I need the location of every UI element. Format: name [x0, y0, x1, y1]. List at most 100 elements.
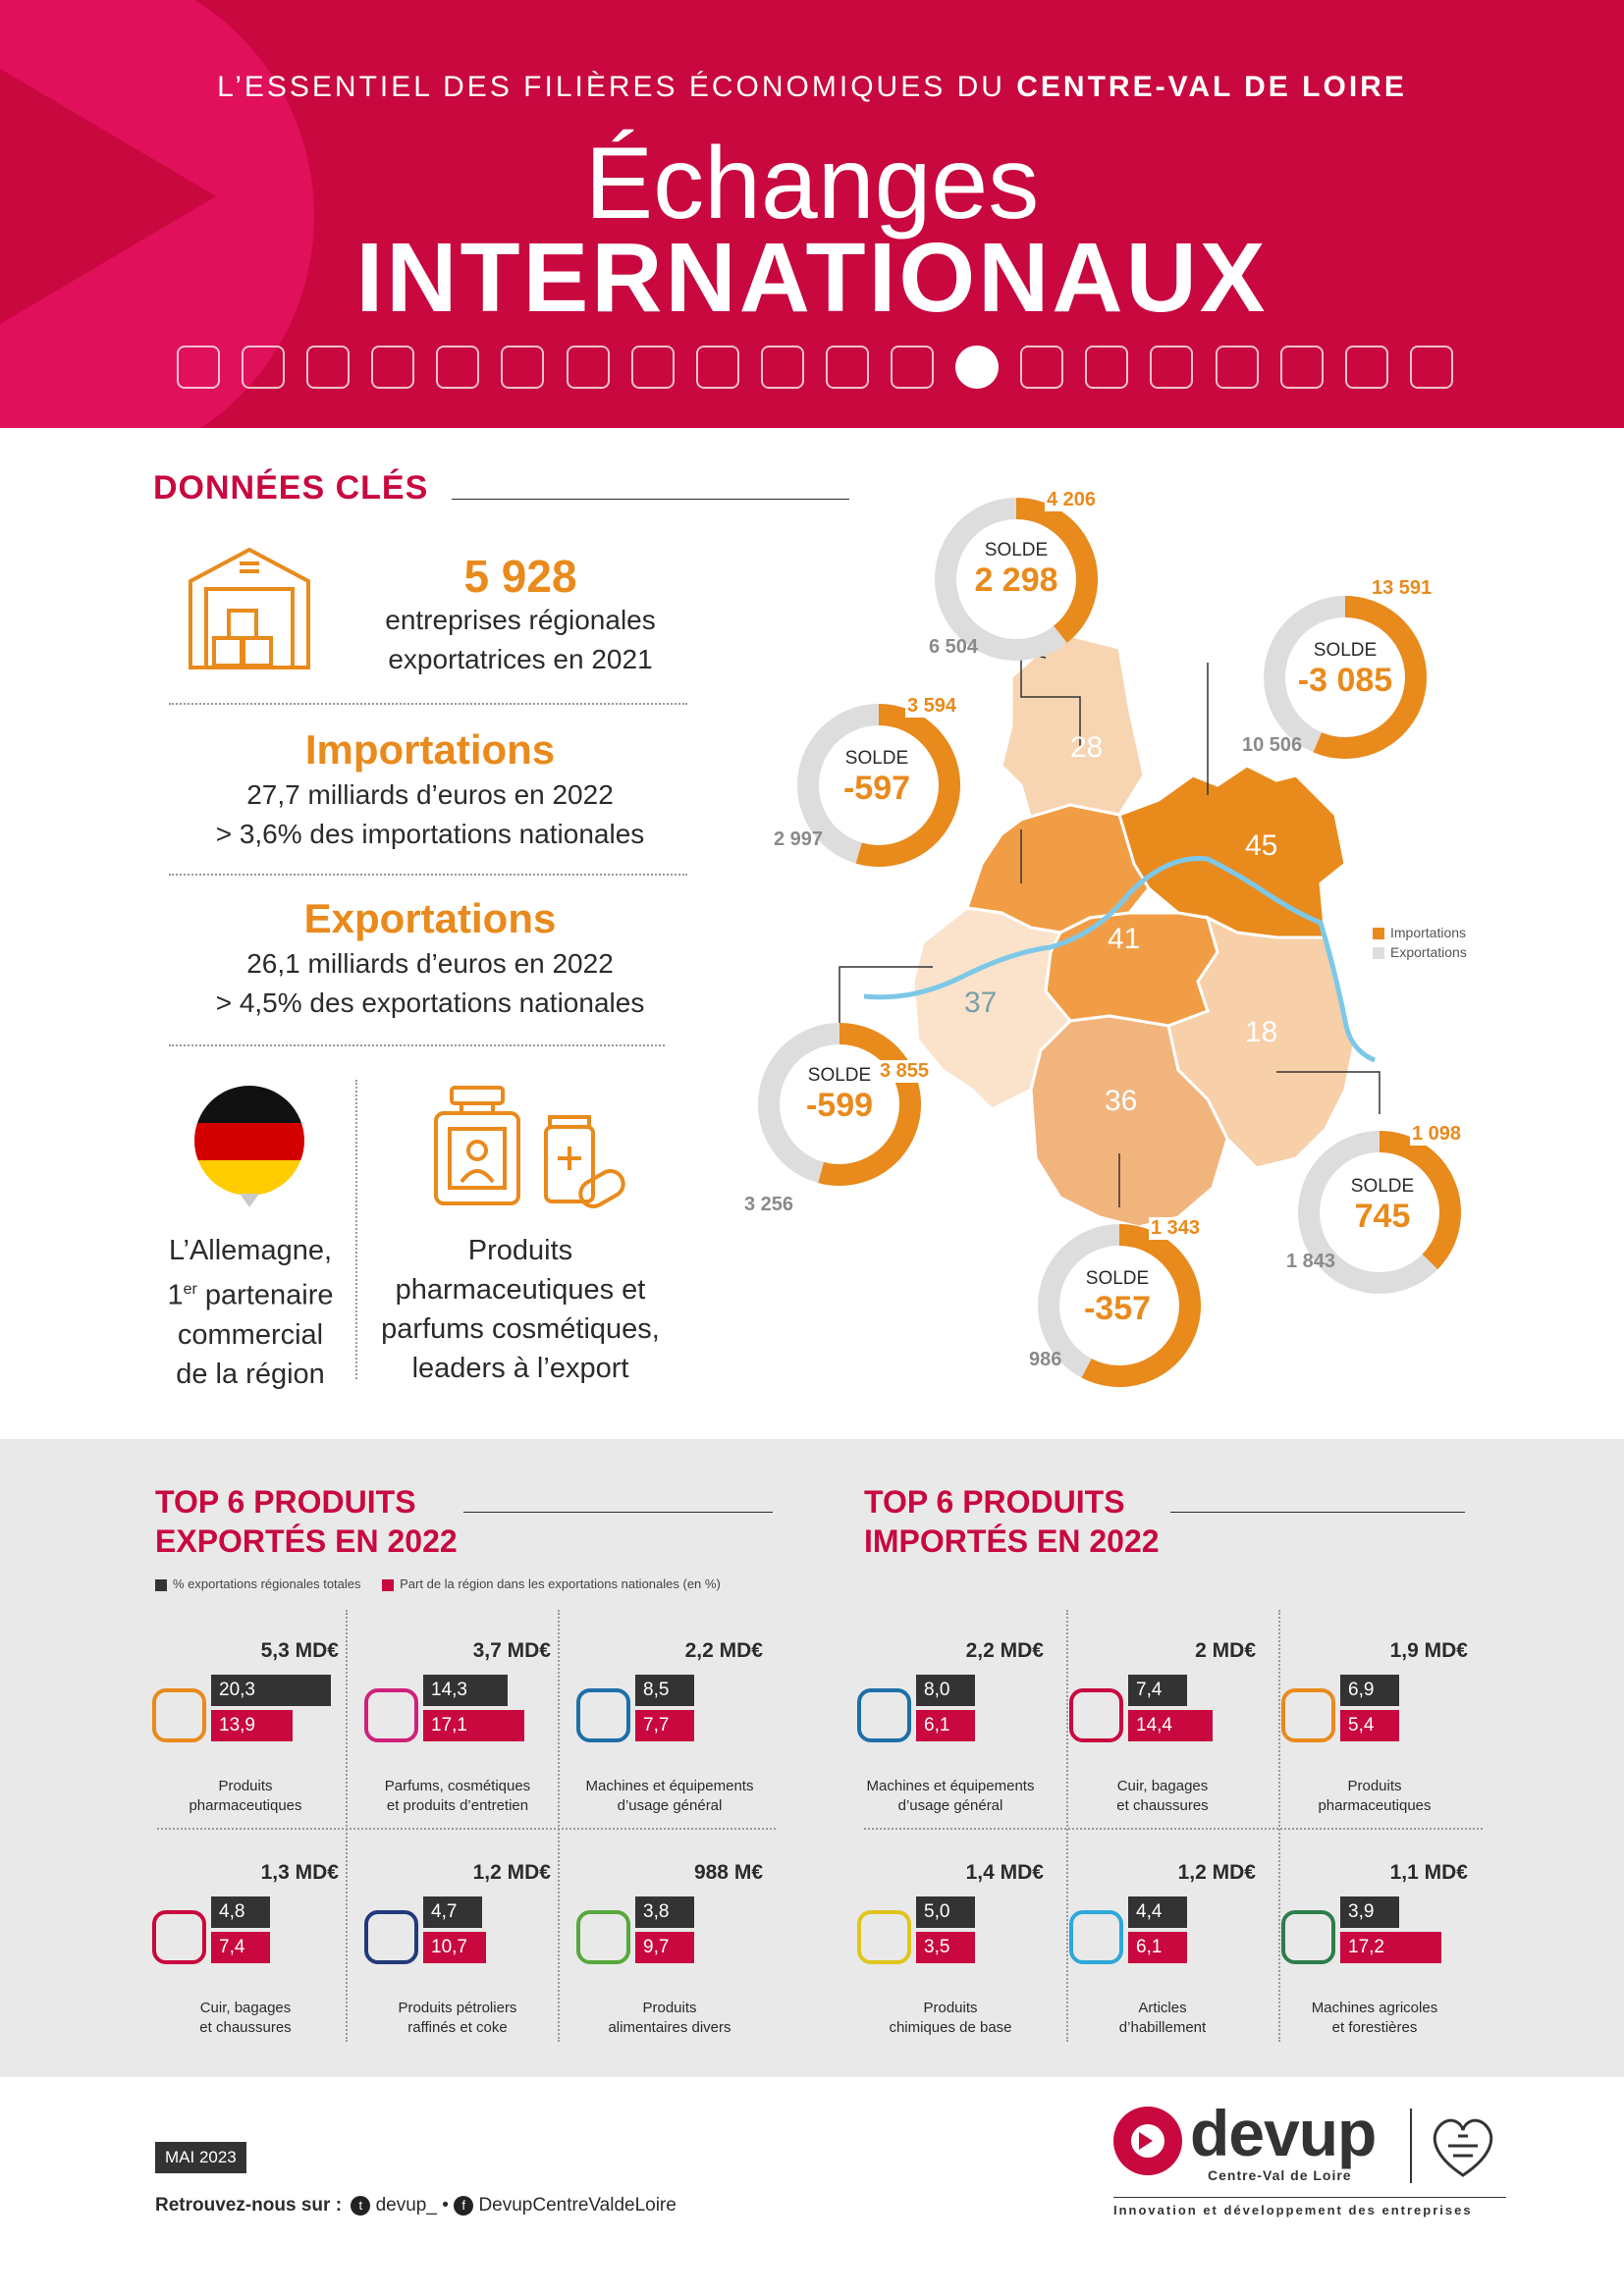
- product-label: Parfums, cosmétiques et produits d’entret…: [359, 1777, 556, 1816]
- product-label-line1: Cuir, bagages: [199, 2000, 292, 2016]
- pharma-line1: Produits: [467, 1235, 573, 1266]
- germany-rank: 1: [167, 1279, 184, 1311]
- card-separator: [1278, 1610, 1280, 2042]
- social-separator: •: [442, 2195, 449, 2216]
- product-label: Produits pétroliers raffinés et coke: [359, 1999, 556, 2038]
- solde-label: SOLDE: [984, 540, 1049, 561]
- bar-share-regional: 8,0: [916, 1675, 975, 1706]
- product-amount: 1,2 MD€: [472, 1861, 551, 1884]
- imports-37: 3 855: [878, 1060, 932, 1083]
- devup-logo-sub: Centre-Val de Loire: [1208, 2167, 1352, 2183]
- divider: [169, 874, 687, 876]
- product-label-line2: raffinés et coke: [407, 2019, 508, 2036]
- product-label: Cuir, bagages et chaussures: [1064, 1777, 1261, 1816]
- bar-share-regional: 4,7: [423, 1896, 482, 1928]
- bar-share-national: 7,4: [211, 1932, 270, 1963]
- bar-share-regional: 8,5: [635, 1675, 694, 1706]
- donut-36-center: SOLDE -357: [1054, 1268, 1181, 1328]
- exports-line1: 26,1 milliards d’euros en 2022: [246, 948, 614, 979]
- chip-icon: [242, 346, 286, 389]
- product-amount: 1,9 MD€: [1389, 1639, 1468, 1662]
- card-separator: [1066, 1610, 1068, 2042]
- tshirt-icon: [1069, 1910, 1123, 1964]
- legend-exports-swatch: [1373, 947, 1384, 960]
- product-amount: 1,3 MD€: [260, 1861, 339, 1884]
- product-amount: 1,4 MD€: [965, 1861, 1044, 1884]
- donuts-layer: [758, 498, 1461, 1387]
- twitter-icon: t: [351, 2195, 371, 2216]
- solde-value-36: -357: [1083, 1290, 1152, 1327]
- product-label-line2: chimiques de base: [889, 2019, 1012, 2036]
- bar-share-regional: 6,9: [1340, 1675, 1399, 1706]
- pharma-line3: parfums cosmétiques,: [381, 1313, 660, 1345]
- row-separator: [157, 1828, 776, 1830]
- germany-text: L’Allemagne, 1er partenaire commercial d…: [147, 1231, 353, 1394]
- tractor-icon: [1281, 1910, 1335, 1964]
- film-reel-icon: [1279, 346, 1324, 389]
- exports-title-line1: TOP 6 PRODUITS: [155, 1484, 416, 1520]
- legend-red-swatch: [382, 1578, 395, 1591]
- airplane-icon: [1150, 346, 1194, 389]
- product-label-line1: Machines agricoles: [1311, 2000, 1438, 2016]
- germany-line4: de la région: [176, 1358, 325, 1390]
- bar-share-national: 10,7: [423, 1932, 487, 1963]
- donut-41-center: SOLDE -597: [813, 748, 941, 808]
- exports-line2: > 4,5% des exportations nationales: [215, 988, 645, 1018]
- imports-title: Importations: [304, 726, 556, 773]
- imports-top-title: TOP 6 PRODUITS IMPORTÉS EN 2022: [864, 1482, 1160, 1561]
- page-title-line2: INTERNATIONAUX: [355, 223, 1269, 333]
- germany-line3: commercial: [177, 1318, 324, 1351]
- dept-code-37: 37: [964, 987, 998, 1019]
- solde-label: SOLDE: [844, 748, 909, 769]
- exports-28: 6 504: [929, 636, 979, 658]
- bars-legend: % exportations régionales totales Part d…: [155, 1576, 721, 1591]
- bar-share-regional: 14,3: [423, 1675, 508, 1706]
- tools-icon: [576, 1688, 630, 1742]
- products-section: [0, 1439, 1624, 2077]
- bar-share-regional: 20,3: [211, 1675, 331, 1706]
- facebook-icon: f: [454, 2195, 474, 2216]
- pills-icon: [1281, 1688, 1335, 1742]
- germany-line1: L’Allemagne,: [168, 1235, 333, 1266]
- product-amount: 2,2 MD€: [965, 1639, 1044, 1662]
- twitter-link[interactable]: devup_: [375, 2195, 437, 2216]
- solde-value-45: -3 085: [1297, 662, 1393, 699]
- donut-45-center: SOLDE -3 085: [1281, 640, 1409, 700]
- product-card: 1,9 MD€ 6,9 5,4 Produits pharmaceutiques: [1276, 1639, 1473, 1826]
- divider: [169, 1044, 665, 1046]
- perfume-icon: [364, 1688, 418, 1742]
- product-amount: 2 MD€: [1195, 1639, 1256, 1662]
- product-label-line2: pharmaceutiques: [1318, 1797, 1432, 1814]
- solde-value-41: -597: [842, 770, 911, 807]
- product-label-line2: d’habillement: [1118, 2019, 1207, 2036]
- map-legend: Importations Exportations: [1373, 925, 1467, 960]
- crane-icon: [1215, 346, 1259, 389]
- product-label-line2: et produits d’entretien: [386, 1797, 529, 1814]
- recycle-icon: [1344, 346, 1388, 389]
- bottle-icon: [760, 346, 804, 389]
- truck-icon: [501, 346, 545, 389]
- donut-imports-arc-36: [1081, 1224, 1201, 1387]
- kicker-region: CENTRE-VAL DE LOIRE: [1016, 71, 1407, 103]
- product-label-line1: Produits: [923, 2000, 978, 2016]
- devup-logo-mark: [1113, 2107, 1182, 2175]
- pharma-line2: pharmaceutiques et: [395, 1274, 646, 1306]
- bar-share-national: 5,4: [1340, 1710, 1399, 1741]
- product-label-line1: Produits: [1347, 1778, 1402, 1794]
- product-amount: 988 M€: [693, 1861, 763, 1884]
- donut-imports-arc-18: [1379, 1131, 1461, 1270]
- exports-36: 986: [1029, 1349, 1062, 1370]
- companies-value: 5 928: [463, 551, 577, 602]
- product-label-line2: d’usage général: [617, 1797, 723, 1814]
- bar-share-regional: 3,8: [635, 1896, 694, 1928]
- product-label: Produits chimiques de base: [852, 1999, 1049, 2038]
- product-card: 2,2 MD€ 8,5 7,7 Machines et équipements d’us…: [571, 1639, 768, 1826]
- bar-share-national: 17,2: [1340, 1932, 1442, 1963]
- pharma-text: Produits pharmaceutiques et parfums cosm…: [373, 1231, 668, 1388]
- department-28-shape: [1000, 631, 1146, 822]
- bar-share-national: 14,4: [1128, 1710, 1214, 1741]
- product-amount: 5,3 MD€: [260, 1639, 339, 1662]
- product-amount: 1,1 MD€: [1389, 1861, 1468, 1884]
- header-banner: [0, 0, 1624, 428]
- facebook-link[interactable]: DevupCentreValdeLoire: [478, 2195, 677, 2216]
